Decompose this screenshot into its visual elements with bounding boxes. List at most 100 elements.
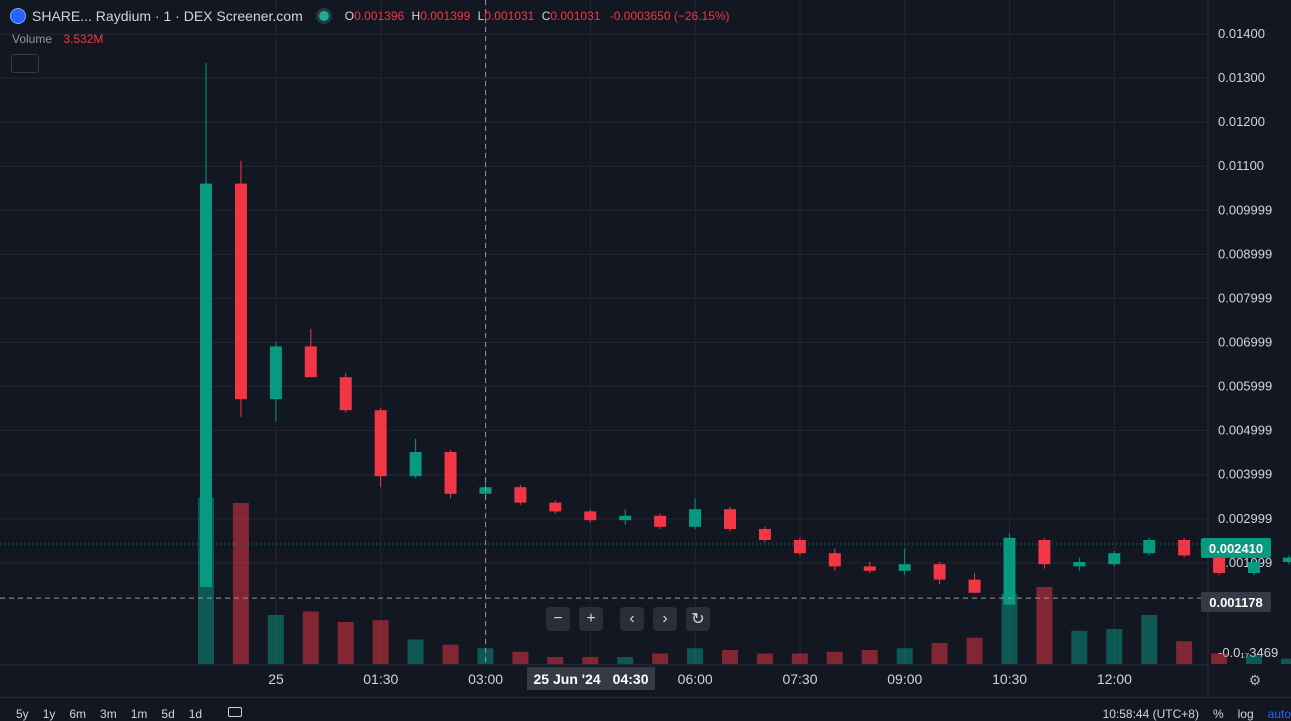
legend-toggle-button[interactable]	[11, 54, 39, 73]
candle-body	[584, 511, 597, 521]
price-tick: 0.01300	[1218, 70, 1265, 85]
volume-bar	[617, 657, 634, 664]
zoom-out-button[interactable]: −	[546, 607, 570, 631]
ohlc-readout: O0.001396 H0.001399 L0.001031 C0.001031 …	[344, 9, 730, 23]
volume-bar	[931, 643, 948, 664]
range-5y[interactable]: 5y	[16, 707, 29, 721]
candle-body	[1213, 555, 1226, 573]
price-tick: 0.007999	[1218, 290, 1272, 305]
volume-bar	[756, 653, 773, 664]
range-1m[interactable]: 1m	[130, 707, 148, 721]
candle-body	[793, 540, 806, 554]
time-tick: 07:30	[782, 671, 817, 687]
volume-bar	[896, 648, 913, 664]
status-dot	[318, 11, 329, 21]
chart-title[interactable]: SHARE... Raydium · 1 · DEX Screener.com	[32, 8, 303, 24]
candle-body	[444, 452, 457, 494]
candle-body	[234, 183, 247, 400]
gear-icon[interactable]: ⚙	[1248, 672, 1262, 688]
symbol-icon[interactable]	[10, 8, 26, 24]
time-tick: 03:00	[468, 671, 503, 687]
volume-bar	[1280, 658, 1291, 664]
close-value: 0.001031	[550, 9, 601, 23]
volume-bar	[1246, 655, 1262, 664]
candle-body	[339, 377, 352, 411]
volume-bar	[232, 503, 249, 664]
candle-body	[898, 564, 911, 571]
chart-nav-controls: − + ‹ › ↻	[546, 607, 719, 631]
candle-body	[1248, 562, 1260, 573]
candle-body	[1073, 562, 1086, 567]
candle-body	[968, 579, 981, 593]
range-buttons: 5y 1y 6m 3m 1m 5d 1d	[16, 707, 216, 721]
calendar-icon[interactable]	[228, 707, 242, 717]
price-tick: 0.009999	[1218, 202, 1272, 217]
log-toggle[interactable]: log	[1237, 707, 1254, 721]
crosshair-price-label: 0.001178	[1201, 592, 1271, 612]
volume-bar	[477, 648, 494, 664]
price-tick: 0.006999	[1218, 334, 1272, 349]
range-3m[interactable]: 3m	[100, 707, 117, 721]
volume-value: 3.532M	[63, 32, 104, 46]
price-tick: 0.004999	[1218, 423, 1272, 438]
volume-bar	[1001, 594, 1018, 664]
legend-bar: SHARE... Raydium · 1 · DEX Screener.com …	[10, 6, 730, 26]
change-value: -0.0003650 (−26.15%)	[609, 9, 730, 23]
price-tick: 0.01200	[1218, 114, 1265, 129]
candle-body	[619, 515, 632, 521]
candle-body	[200, 183, 212, 588]
reset-chart-button[interactable]: ↻	[686, 607, 710, 631]
volume-bar	[966, 637, 983, 664]
candle-body	[1143, 540, 1156, 554]
price-tick: 0.005999	[1218, 379, 1272, 394]
volume-bar	[861, 650, 878, 664]
range-1y[interactable]: 1y	[42, 707, 56, 721]
range-6m[interactable]: 6m	[69, 707, 87, 721]
candle-body	[654, 515, 667, 527]
volume-bar	[826, 651, 843, 664]
candle-body	[409, 452, 422, 477]
time-tick: 25	[268, 671, 284, 687]
volume-bar	[1106, 629, 1123, 664]
auto-toggle[interactable]: auto	[1267, 707, 1291, 721]
time-tick: 06:00	[678, 671, 713, 687]
crosshair-time: 04:30	[612, 670, 649, 687]
volume-bar	[1211, 653, 1228, 664]
candle-body	[758, 529, 771, 540]
scroll-left-button[interactable]: ‹	[620, 607, 644, 631]
candle-body	[269, 346, 282, 400]
clock-readout[interactable]: 10:58:44 (UTC+8)	[1102, 707, 1199, 721]
time-tick: 12:00	[1097, 671, 1132, 687]
candle-body	[304, 346, 317, 378]
candle-body	[828, 553, 841, 567]
volume-bar	[1036, 587, 1053, 664]
volume-bar	[547, 657, 564, 664]
last-price-label: 0.002410	[1201, 538, 1271, 558]
candle-body	[933, 564, 946, 580]
range-5d[interactable]: 5d	[161, 707, 175, 721]
zoom-in-button[interactable]: +	[579, 607, 603, 631]
volume-bar	[652, 653, 669, 664]
scroll-right-button[interactable]: ›	[653, 607, 677, 631]
range-1d[interactable]: 1d	[188, 707, 203, 721]
candle-body	[514, 487, 527, 503]
volume-bar	[302, 611, 319, 664]
price-tick: 0.003999	[1218, 467, 1272, 482]
volume-legend: Volume 3.532M	[12, 32, 103, 46]
price-tick: 0.008999	[1218, 246, 1272, 261]
bottom-toolbar: 5y 1y 6m 3m 1m 5d 1d 10:58:44 (UTC+8) % …	[0, 697, 1291, 721]
candle-body	[863, 566, 876, 571]
volume-bar	[372, 620, 389, 664]
percent-toggle[interactable]: %	[1212, 707, 1224, 721]
volume-bar	[1176, 641, 1193, 664]
volume-bar	[687, 648, 704, 664]
volume-bar	[1071, 630, 1088, 664]
volume-bar	[512, 651, 529, 664]
time-tick: 10:30	[992, 671, 1027, 687]
price-tick: -0.0₁₇3469	[1218, 645, 1278, 660]
crosshair-date: 25 Jun '24	[533, 670, 601, 687]
high-value: 0.001399	[420, 9, 471, 23]
open-value: 0.001396	[354, 9, 405, 23]
